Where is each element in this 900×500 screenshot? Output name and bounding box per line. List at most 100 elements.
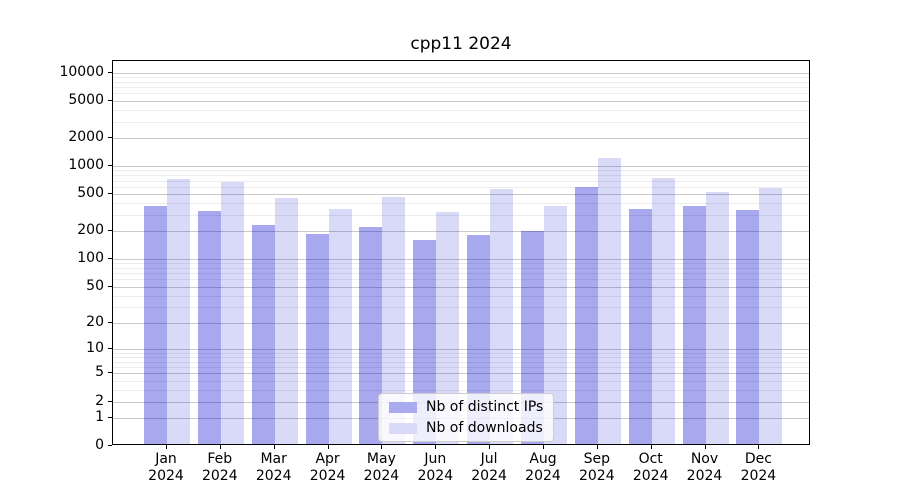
x-tick-may: [381, 445, 383, 449]
x-tick-oct: [650, 445, 652, 449]
bar-distinct-ips-jul: [467, 234, 491, 444]
y-tick-label-10: 10: [86, 339, 104, 356]
bar-downloads-feb: [220, 182, 244, 444]
gridline-major-100: [113, 259, 809, 260]
x-tick-label-mar: Mar 2024: [255, 451, 292, 484]
x-tick-nov: [704, 445, 706, 449]
gridline-major-50: [113, 286, 809, 288]
bar-distinct-ips-mar: [251, 224, 275, 444]
y-tick-label-200: 200: [77, 222, 104, 239]
gridline-minor-70: [113, 273, 809, 275]
gridline-minor-90: [113, 263, 809, 265]
y-tick-10: [108, 347, 112, 349]
bar-distinct-ips-sep: [574, 187, 598, 444]
bar-downloads-sep: [597, 158, 621, 444]
x-tick-sep: [596, 445, 598, 449]
x-tick-label-nov: Nov 2024: [686, 451, 723, 484]
gridline-minor-800: [113, 175, 809, 176]
y-tick-1: [108, 416, 112, 418]
y-tick-1000: [108, 165, 112, 166]
bar-distinct-ips-oct: [628, 209, 652, 444]
bar-distinct-ips-jan: [144, 206, 167, 444]
bar-distinct-ips-feb: [197, 211, 221, 444]
gridline-major-10000: [113, 72, 809, 74]
x-tick-jul: [489, 445, 491, 449]
x-tick-label-jan: Jan 2024: [148, 451, 184, 484]
gridline-minor-8000: [113, 81, 809, 83]
x-tick-label-feb: Feb 2024: [201, 451, 238, 484]
y-tick-label-1: 1: [95, 408, 104, 425]
x-tick-apr: [327, 445, 329, 449]
legend-label-distinct-ips: Nb of distinct IPs: [426, 399, 544, 415]
y-tick-label-5: 5: [95, 364, 104, 381]
y-tick-label-20: 20: [86, 313, 104, 330]
y-tick-0: [108, 445, 112, 446]
bar-distinct-ips-aug: [520, 230, 544, 444]
gridline-minor-3000: [113, 121, 809, 123]
y-tick-10000: [108, 71, 112, 73]
gridline-minor-7: [113, 361, 809, 363]
x-tick-feb: [219, 445, 221, 449]
x-tick-label-may: May 2024: [363, 451, 400, 484]
gridline-minor-9: [113, 352, 809, 354]
gridline-minor-400: [113, 203, 809, 205]
plot-area: [112, 60, 810, 445]
bar-distinct-ips-nov: [682, 206, 706, 444]
legend: Nb of distinct IPs Nb of downloads: [378, 393, 555, 442]
y-tick-5000: [108, 99, 112, 101]
bar-distinct-ips-apr: [305, 234, 329, 444]
y-tick-label-10000: 10000: [59, 63, 104, 80]
legend-label-downloads: Nb of downloads: [426, 420, 543, 436]
bar-downloads-apr: [328, 208, 352, 444]
x-tick-jan: [166, 445, 167, 449]
gridline-major-1000: [113, 166, 809, 167]
legend-entry-distinct-ips: Nb of distinct IPs: [389, 399, 543, 415]
bar-downloads-jan: [167, 179, 190, 444]
x-tick-label-jun: Jun 2024: [417, 451, 454, 484]
y-tick-100: [108, 258, 112, 259]
y-tick-label-500: 500: [77, 185, 104, 202]
gridline-minor-6: [113, 367, 809, 369]
y-tick-2: [108, 400, 112, 402]
x-tick-label-oct: Oct 2024: [632, 451, 669, 484]
gridline-minor-3: [113, 389, 809, 391]
gridline-major-5000: [113, 100, 809, 102]
x-tick-label-jul: Jul 2024: [471, 451, 507, 484]
chart-title: cpp11 2024: [410, 34, 512, 54]
gridline-minor-80: [113, 267, 809, 269]
bar-distinct-ips-may: [359, 227, 383, 444]
x-tick-dec: [758, 445, 760, 449]
bar-downloads-oct: [651, 177, 675, 444]
x-tick-label-aug: Aug 2024: [525, 451, 561, 484]
y-tick-label-1000: 1000: [68, 157, 104, 173]
y-tick-5: [108, 372, 112, 374]
legend-entry-downloads: Nb of downloads: [389, 420, 543, 436]
gridline-minor-300: [113, 214, 809, 216]
y-tick-label-50: 50: [86, 277, 104, 294]
gridline-minor-600: [113, 186, 809, 188]
gridline-major-5: [113, 373, 809, 375]
x-tick-label-sep: Sep 2024: [578, 451, 615, 484]
gridline-minor-7000: [113, 87, 809, 89]
y-tick-2000: [108, 136, 112, 138]
bar-downloads-may: [382, 196, 406, 444]
x-tick-label-apr: Apr 2024: [309, 451, 346, 484]
x-tick-mar: [273, 445, 275, 449]
bar-downloads-jul: [490, 189, 514, 444]
legend-swatch-distinct-ips: [389, 401, 417, 413]
x-tick-label-dec: Dec 2024: [740, 451, 777, 484]
y-tick-label-100: 100: [77, 250, 104, 266]
gridline-major-10: [113, 348, 809, 350]
x-tick-jun: [435, 445, 437, 449]
bar-downloads-mar: [274, 198, 298, 444]
bar-downloads-aug: [543, 206, 567, 444]
gridline-minor-6000: [113, 93, 809, 95]
bar-distinct-ips-dec: [736, 209, 760, 444]
gridline-minor-900: [113, 170, 809, 172]
gridline-major-20: [113, 322, 809, 324]
y-tick-label-0: 0: [95, 437, 104, 453]
gridline-major-2000: [113, 137, 809, 139]
y-tick-500: [108, 193, 112, 195]
y-tick-label-5000: 5000: [68, 91, 104, 108]
